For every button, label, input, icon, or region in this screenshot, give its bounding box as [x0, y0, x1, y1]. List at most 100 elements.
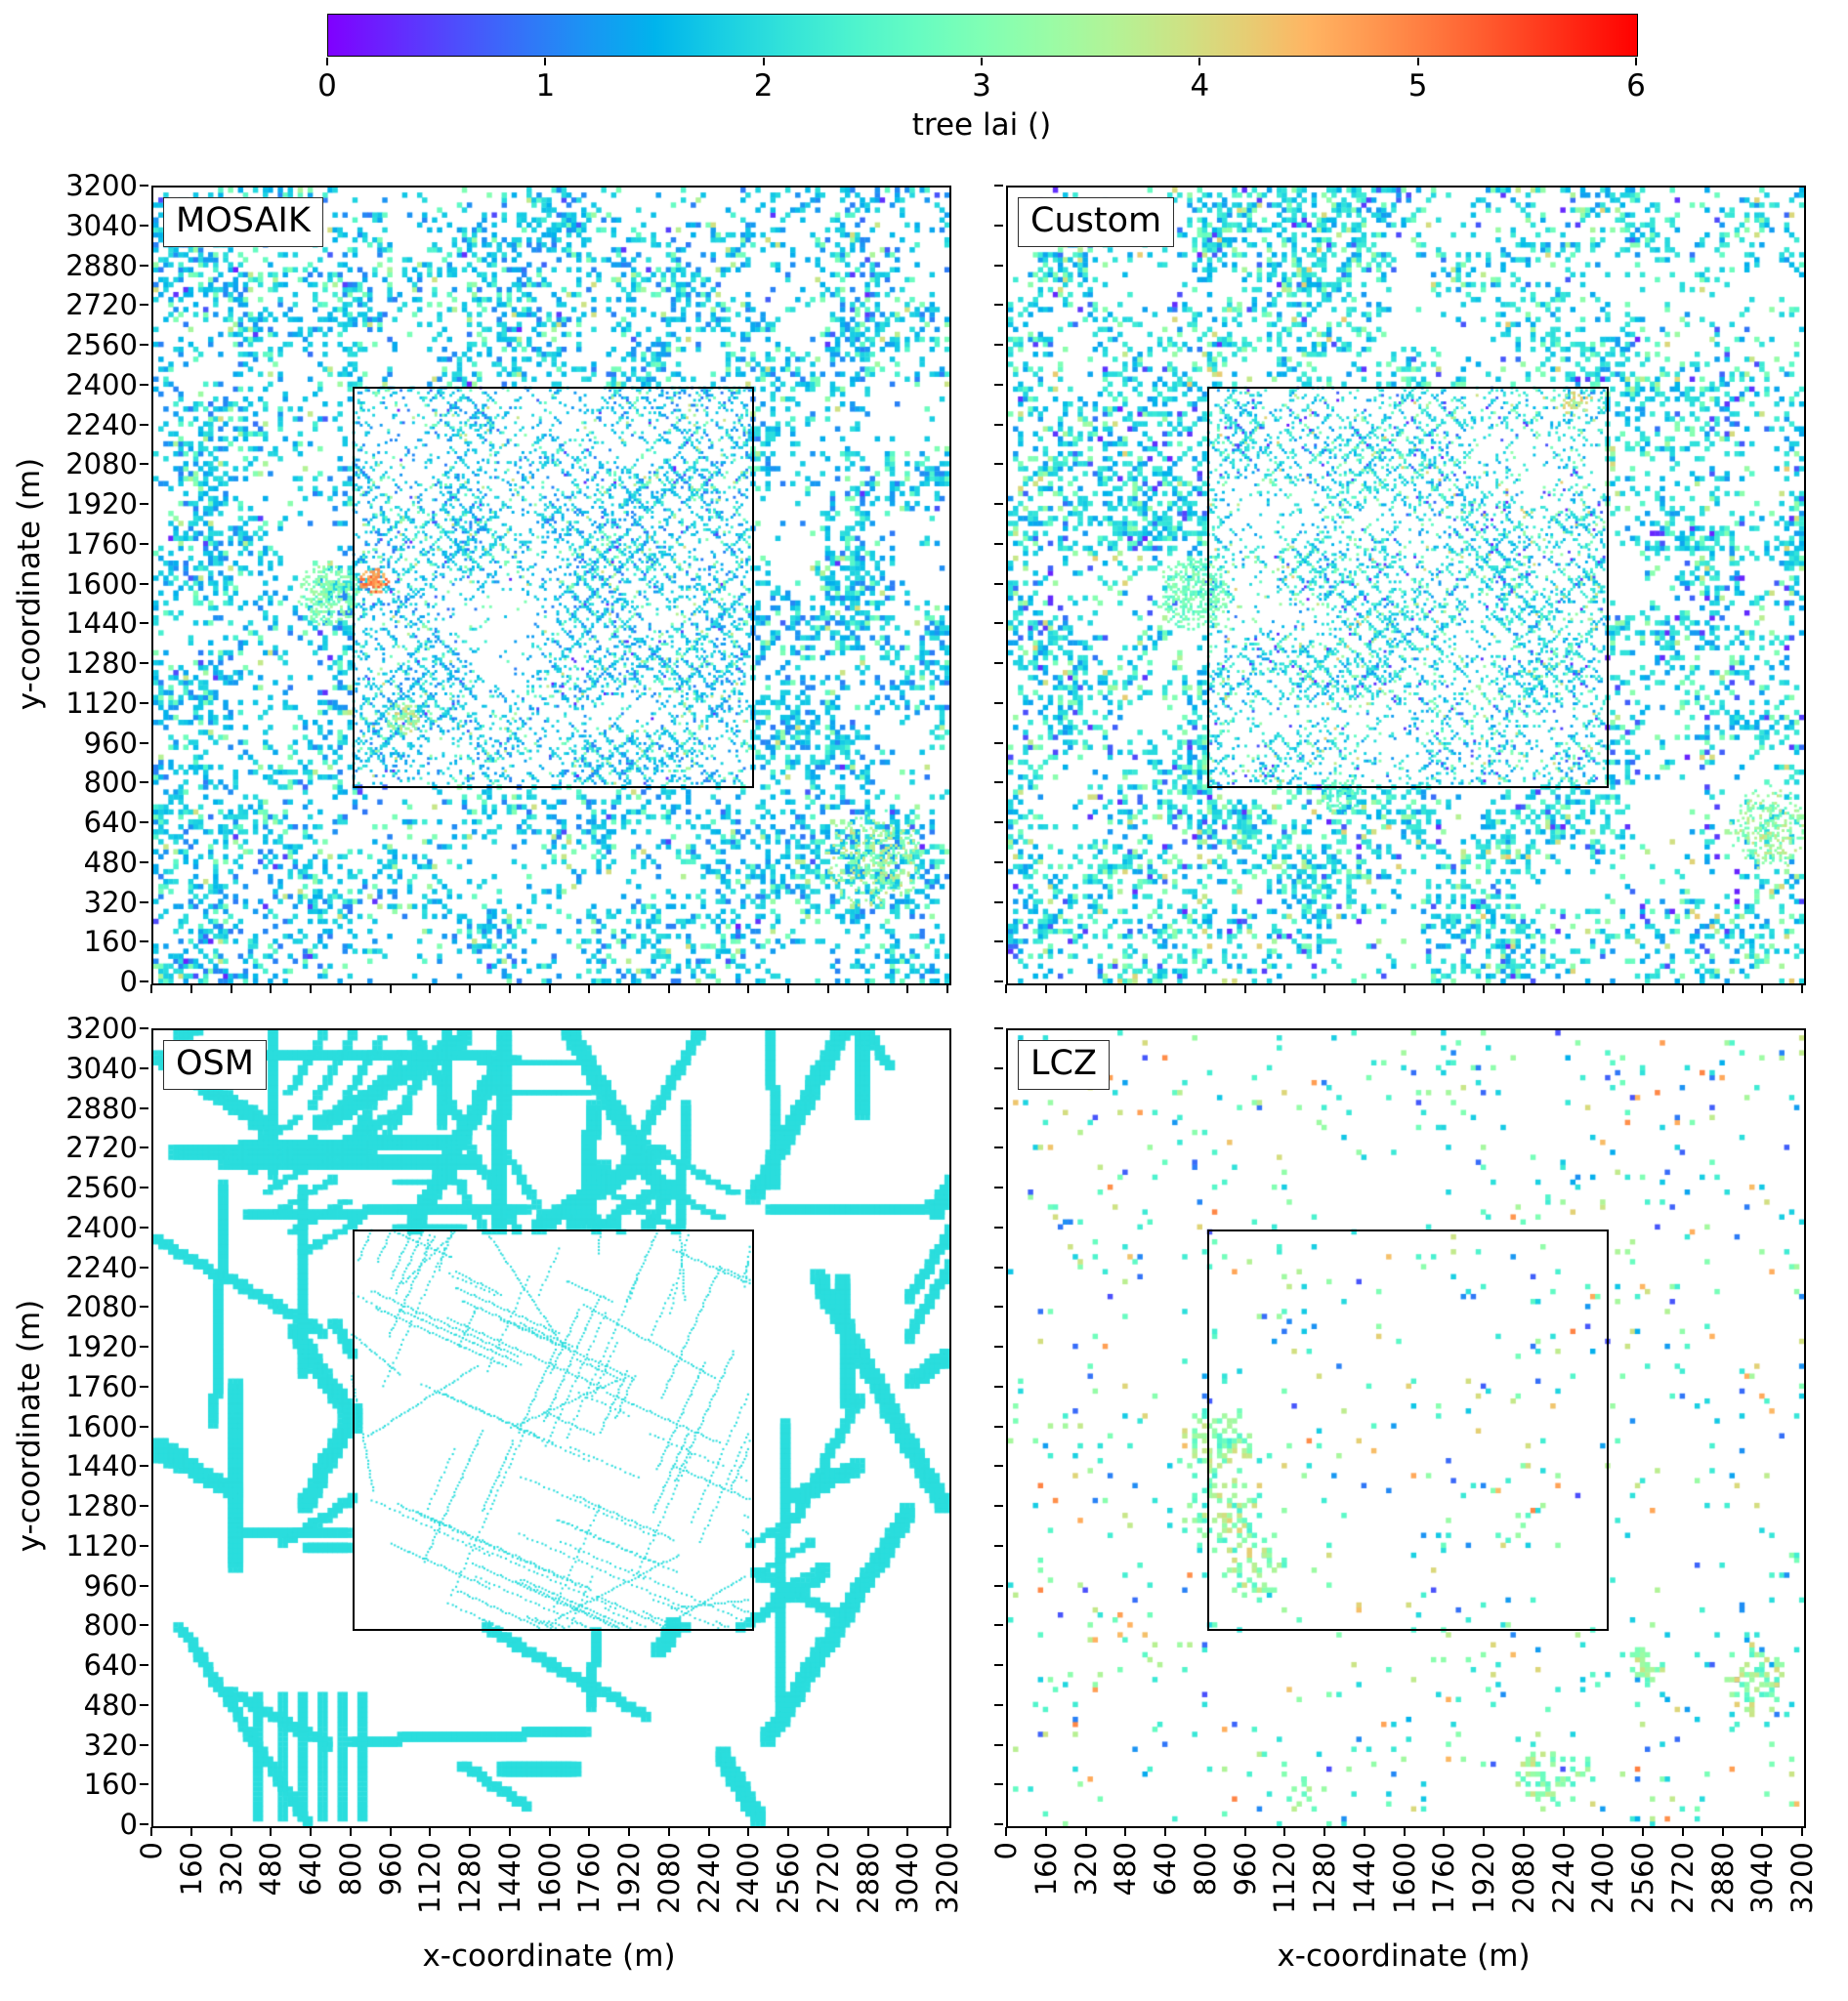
- y-tick-label: 2080: [65, 447, 138, 481]
- x-tick-label: 160: [174, 1842, 208, 1897]
- y-axis-label-bottom-row: y-coordinate (m): [12, 1299, 47, 1553]
- axis-tick: [270, 984, 273, 993]
- axis-tick: [140, 383, 148, 386]
- x-tick-label: 1600: [532, 1842, 567, 1914]
- axis-tick: [1323, 1827, 1325, 1836]
- axis-tick: [994, 582, 1003, 585]
- axis-tick: [747, 984, 750, 993]
- colorbar-tick: [762, 58, 765, 65]
- axis-tick: [994, 1664, 1003, 1666]
- axis-tick: [140, 185, 148, 187]
- axis-tick: [189, 984, 192, 993]
- axis-tick: [310, 1827, 312, 1836]
- axis-tick: [469, 984, 471, 993]
- y-tick-label: 160: [83, 925, 138, 959]
- panel-osm: OSM: [151, 1028, 951, 1828]
- axis-tick: [140, 463, 148, 466]
- analysis-domain-box: [352, 386, 755, 789]
- x-tick-label: 320: [1069, 1842, 1103, 1897]
- y-tick-label: 0: [119, 1808, 138, 1841]
- axis-tick: [994, 224, 1003, 227]
- axis-tick: [994, 940, 1003, 943]
- axis-tick: [994, 1505, 1003, 1507]
- x-tick-label: 480: [1109, 1842, 1143, 1897]
- y-tick-label: 2240: [65, 407, 138, 441]
- x-tick-label: 2080: [651, 1842, 686, 1914]
- axis-tick: [1483, 1827, 1485, 1836]
- axis-tick: [994, 423, 1003, 426]
- axis-tick: [994, 1027, 1003, 1029]
- axis-tick: [946, 984, 948, 993]
- axis-tick: [1005, 1827, 1007, 1836]
- x-tick-label: 480: [254, 1842, 288, 1897]
- axis-tick: [994, 900, 1003, 903]
- x-tick-label: 640: [1149, 1842, 1182, 1897]
- axis-tick: [1243, 984, 1246, 993]
- axis-tick: [140, 1066, 148, 1069]
- axis-tick: [140, 1027, 148, 1029]
- axis-tick: [1124, 1827, 1127, 1836]
- x-tick-label: 3200: [931, 1842, 964, 1914]
- x-tick-label: 800: [1188, 1842, 1222, 1897]
- colorbar-tick: [981, 58, 983, 65]
- axis-tick: [994, 1703, 1003, 1706]
- panel-label-mosaik: MOSAIK: [163, 197, 323, 247]
- axis-tick: [994, 1146, 1003, 1149]
- x-tick-label: 2880: [1705, 1842, 1740, 1914]
- axis-tick: [1203, 984, 1206, 993]
- axis-tick: [994, 1306, 1003, 1309]
- y-tick-label: 480: [83, 1688, 138, 1722]
- axis-tick: [1363, 1827, 1365, 1836]
- y-tick-label: 800: [83, 766, 138, 800]
- x-tick-label: 640: [294, 1842, 327, 1897]
- axis-tick: [140, 980, 148, 982]
- axis-tick: [994, 662, 1003, 664]
- axis-tick: [1443, 1827, 1446, 1836]
- y-tick-label: 1280: [65, 646, 138, 680]
- axis-tick: [349, 984, 352, 993]
- y-tick-label: 2720: [65, 1131, 138, 1165]
- axis-tick: [994, 860, 1003, 863]
- x-tick-label: 2080: [1506, 1842, 1540, 1914]
- x-tick-label: 3200: [1785, 1842, 1819, 1914]
- axis-tick: [994, 821, 1003, 823]
- x-tick-label: 1760: [572, 1842, 607, 1914]
- colorbar-tick: [1416, 58, 1419, 65]
- y-tick-label: 0: [119, 965, 138, 998]
- analysis-domain-box: [352, 1229, 755, 1632]
- axis-tick: [140, 1823, 148, 1825]
- axis-tick: [310, 984, 312, 993]
- x-tick-label: 2240: [1546, 1842, 1580, 1914]
- x-tick-label: 960: [373, 1842, 407, 1897]
- axis-tick: [1721, 984, 1724, 993]
- heatmap-canvas-lcz: [1008, 1030, 1804, 1826]
- axis-tick: [1562, 1827, 1565, 1836]
- x-tick-label: 2720: [1665, 1842, 1700, 1914]
- axis-tick: [140, 423, 148, 426]
- axis-tick: [667, 1827, 670, 1836]
- axis-tick: [628, 984, 630, 993]
- axis-tick: [787, 984, 789, 993]
- axis-tick: [548, 1827, 551, 1836]
- axis-tick: [994, 1425, 1003, 1428]
- axis-tick: [994, 1226, 1003, 1229]
- colorbar-tick: [544, 58, 547, 65]
- axis-tick: [994, 980, 1003, 982]
- axis-tick: [588, 1827, 591, 1836]
- axis-tick: [140, 542, 148, 545]
- y-tick-label: 1120: [65, 686, 138, 720]
- axis-tick: [140, 582, 148, 585]
- axis-tick: [994, 1187, 1003, 1188]
- axis-tick: [994, 185, 1003, 187]
- axis-tick: [994, 304, 1003, 307]
- panel-label-lcz: LCZ: [1018, 1040, 1110, 1090]
- axis-tick: [140, 860, 148, 863]
- axis-tick: [994, 1743, 1003, 1746]
- axis-tick: [1681, 1827, 1684, 1836]
- axis-tick: [389, 984, 392, 993]
- panel-lcz: LCZ: [1006, 1028, 1806, 1828]
- axis-tick: [508, 1827, 511, 1836]
- y-tick-label: 1440: [65, 1449, 138, 1483]
- y-tick-label: 320: [83, 885, 138, 919]
- y-tick-label: 640: [83, 1648, 138, 1682]
